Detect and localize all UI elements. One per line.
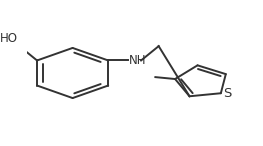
Text: S: S (223, 87, 231, 100)
Text: HO: HO (0, 32, 18, 45)
Text: NH: NH (129, 54, 147, 67)
